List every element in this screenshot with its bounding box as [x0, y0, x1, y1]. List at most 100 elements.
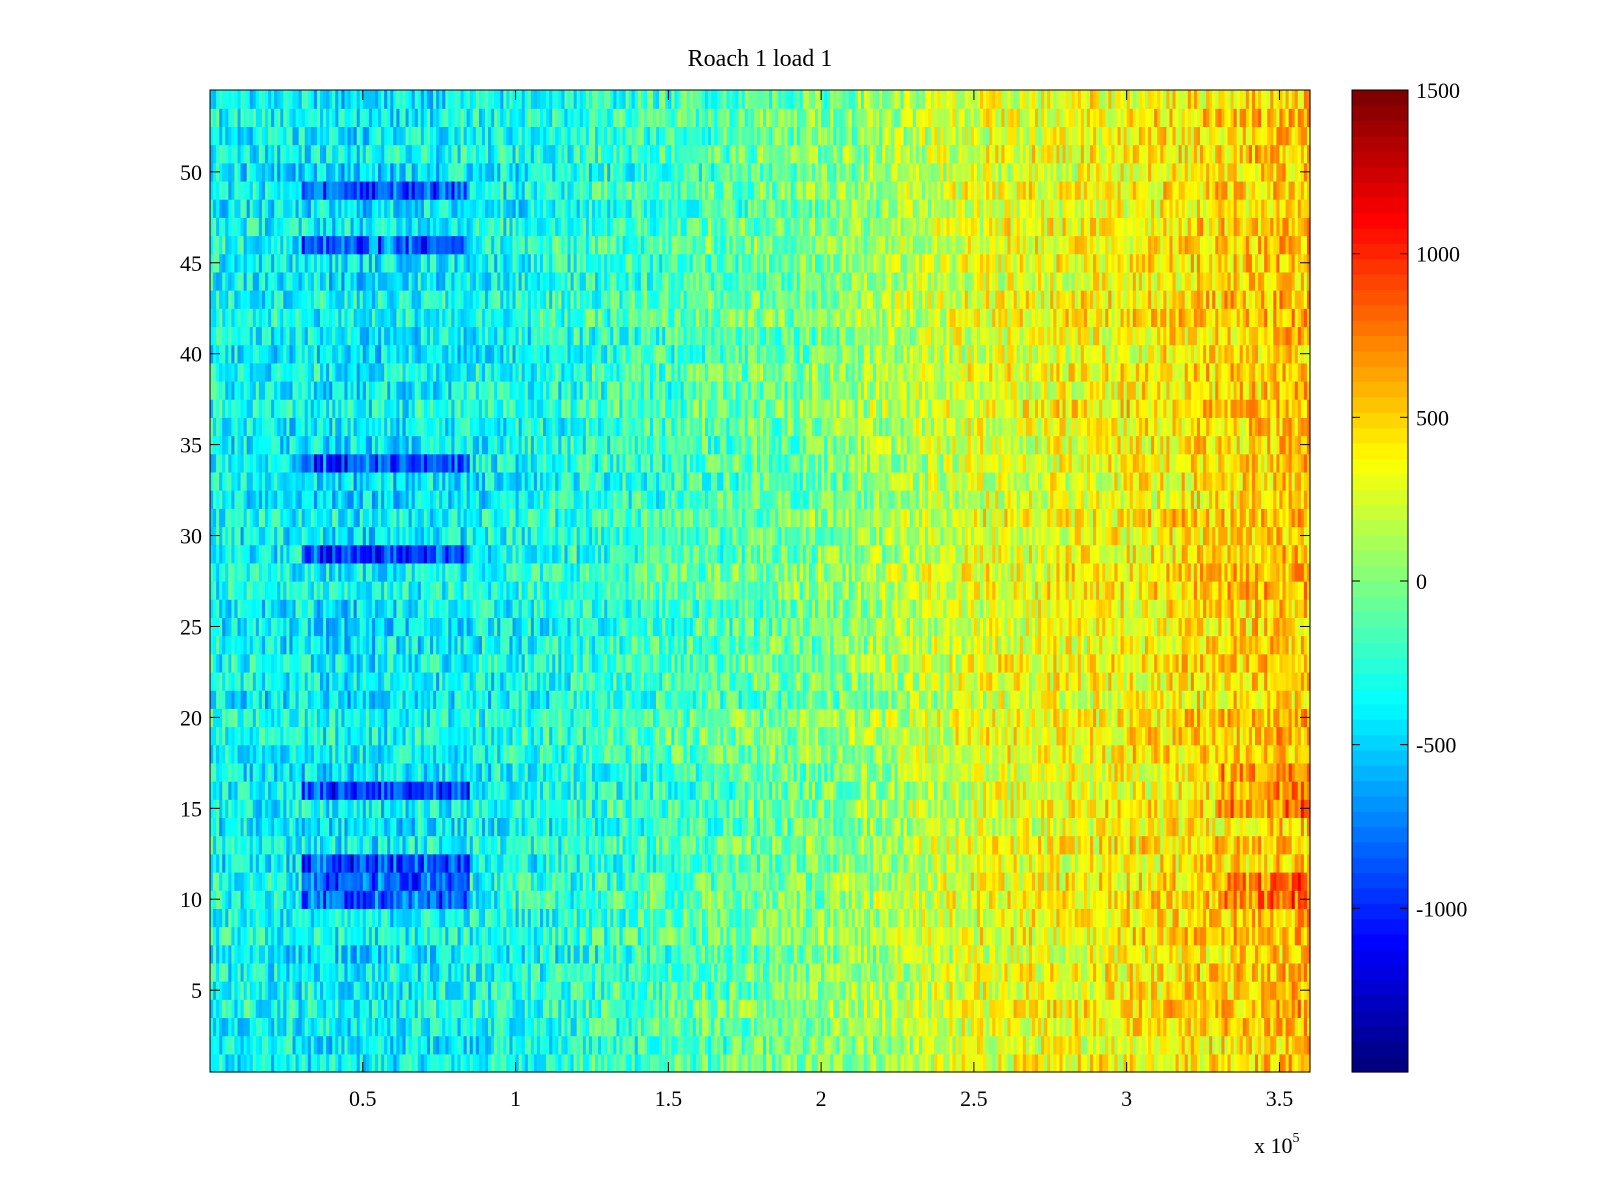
- heatmap-cell: [537, 854, 544, 873]
- heatmap-cell: [977, 817, 984, 836]
- heatmap-cell: [638, 981, 645, 1000]
- heatmap-cell: [399, 945, 406, 964]
- heatmap-cell: [907, 1017, 914, 1036]
- heatmap-cell: [772, 1017, 779, 1036]
- heatmap-cell: [775, 817, 782, 836]
- heatmap-cell: [344, 999, 351, 1018]
- heatmap-cell: [222, 872, 229, 891]
- heatmap-cell: [430, 1054, 440, 1073]
- heatmap-cell: [781, 945, 788, 964]
- heatmap-cell: [222, 927, 229, 946]
- heatmap-cell: [784, 799, 791, 818]
- heatmap-cell: [748, 799, 755, 818]
- heatmap-cell: [760, 836, 767, 855]
- heatmap-cell: [1038, 1054, 1045, 1073]
- heatmap-cell: [846, 1054, 853, 1073]
- heatmap-cell: [323, 927, 330, 946]
- heatmap-cell: [1038, 945, 1045, 964]
- heatmap-cell: [418, 890, 425, 909]
- heatmap-cell: [1087, 1036, 1094, 1055]
- heatmap-cell: [1228, 890, 1235, 909]
- heatmap-cell: [604, 945, 611, 964]
- heatmap-cell: [662, 927, 669, 946]
- heatmap-cell: [500, 981, 507, 1000]
- heatmap-cell: [922, 836, 929, 855]
- heatmap-cell: [757, 999, 764, 1018]
- heatmap-cell: [904, 963, 911, 982]
- heatmap-cell: [781, 908, 788, 927]
- heatmap-cell: [1121, 963, 1128, 982]
- heatmap-cell: [1053, 945, 1060, 964]
- heatmap-cell: [286, 1036, 293, 1055]
- heatmap-cell: [1148, 817, 1155, 836]
- heatmap-cell: [589, 945, 596, 964]
- heatmap-cell: [1124, 854, 1131, 873]
- heatmap-cell: [879, 1036, 886, 1055]
- heatmap-cell: [989, 1036, 996, 1055]
- heatmap-cell: [1111, 1017, 1121, 1036]
- heatmap-cell: [448, 927, 455, 946]
- heatmap-cell: [778, 890, 785, 909]
- heatmap-cell: [1289, 963, 1296, 982]
- heatmap-cell: [986, 872, 993, 891]
- heatmap-cell: [537, 927, 544, 946]
- heatmap-cell: [549, 1054, 556, 1073]
- heatmap-cell: [580, 854, 590, 873]
- heatmap-cell: [1188, 817, 1195, 836]
- heatmap-cell: [1047, 872, 1054, 891]
- heatmap-cell: [1059, 836, 1066, 855]
- heatmap-cell: [824, 1054, 831, 1073]
- heatmap-cell: [891, 908, 898, 927]
- heatmap-cell: [427, 817, 434, 836]
- heatmap-cell: [1096, 817, 1103, 836]
- heatmap-cell: [968, 927, 975, 946]
- heatmap-cell: [497, 854, 504, 873]
- heatmap-cell: [965, 854, 972, 873]
- heatmap-cell: [901, 872, 908, 891]
- heatmap-cell: [403, 872, 410, 891]
- heatmap-cell: [971, 890, 978, 909]
- heatmap-cell: [574, 945, 581, 964]
- heatmap-cell: [885, 999, 892, 1018]
- heatmap-cell: [561, 817, 568, 836]
- heatmap-cell: [1014, 872, 1021, 891]
- heatmap-cell: [858, 1036, 865, 1055]
- heatmap-cell: [833, 927, 840, 946]
- heatmap-cell: [1124, 999, 1134, 1018]
- heatmap-cell: [1295, 1036, 1302, 1055]
- heatmap-cell: [1011, 817, 1018, 836]
- heatmap-cell: [1276, 981, 1283, 1000]
- heatmap-cell: [919, 817, 926, 836]
- heatmap-cell: [1237, 908, 1244, 927]
- heatmap-cell: [283, 927, 290, 946]
- heatmap-cell: [784, 963, 791, 982]
- heatmap-cell: [1035, 817, 1042, 836]
- heatmap-cell: [439, 908, 446, 927]
- heatmap-cell: [271, 781, 278, 800]
- heatmap-cell: [1258, 890, 1265, 909]
- heatmap-cell: [406, 945, 413, 964]
- heatmap-cell: [1249, 854, 1256, 873]
- heatmap-cell: [891, 1054, 898, 1073]
- heatmap-cell: [1224, 999, 1231, 1018]
- heatmap-cell: [815, 890, 825, 909]
- heatmap-cell: [992, 836, 999, 855]
- heatmap-cell: [516, 945, 523, 964]
- heatmap-cell: [1154, 999, 1161, 1018]
- heatmap-cell: [522, 927, 529, 946]
- heatmap-cell: [1047, 836, 1054, 855]
- heatmap-cell: [723, 872, 733, 891]
- heatmap-cell: [1059, 908, 1066, 927]
- heatmap-cell: [430, 890, 437, 909]
- heatmap-cell: [335, 890, 342, 909]
- heatmap-cell: [1197, 872, 1204, 891]
- heatmap-cell: [506, 908, 513, 927]
- heatmap-cell: [1261, 817, 1268, 836]
- heatmap-cell: [259, 927, 266, 946]
- heatmap-cell: [552, 799, 559, 818]
- heatmap-cell: [995, 927, 1002, 946]
- heatmap-cell: [858, 872, 865, 891]
- heatmap-cell: [736, 927, 743, 946]
- heatmap-cell: [1102, 1054, 1109, 1073]
- heatmap-cell: [558, 890, 565, 909]
